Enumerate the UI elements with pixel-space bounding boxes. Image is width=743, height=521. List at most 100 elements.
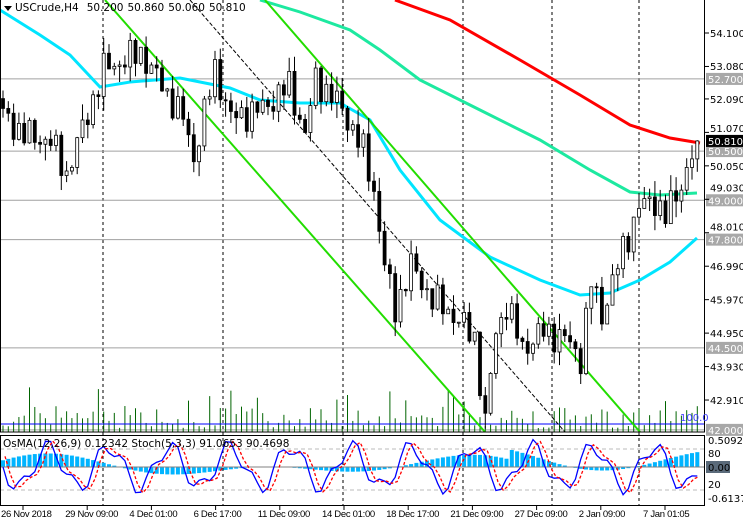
osma-bar [584,467,588,470]
osma-bar [234,467,239,469]
osma-bar [658,460,663,467]
candle-body [191,134,196,163]
osma-bar [101,462,106,467]
candle-body [154,64,159,69]
candle-body [653,196,657,216]
candle-body [520,337,525,342]
candle-body [509,303,514,320]
candle-body [594,286,599,289]
osma-bar [96,461,101,467]
candle-body [647,196,652,199]
osma-bar [377,467,382,470]
price-tick-label: 51.070 [710,124,743,135]
candle-body [96,94,101,97]
candle-body [425,288,429,291]
osma-bar [440,457,445,467]
moving-average-cyan [0,8,698,297]
osma-bar [626,467,631,469]
candle-body [377,191,382,232]
time-label: 27 Dec 09:00 [515,509,568,520]
candle-body [684,167,689,191]
osma-bar [382,467,387,470]
osma-bar [451,455,456,467]
candle-body [435,284,440,310]
osma-bar [197,467,202,474]
osma-bar [462,454,467,467]
candle-body [22,122,27,144]
candle-body [6,108,11,114]
osma-bar [684,454,689,467]
candle-body [43,138,48,145]
time-label: 14 Dec 01:00 [322,509,375,520]
candle-body [695,140,700,160]
osma-min-label: -0.61374 [708,494,743,505]
candle-body [478,331,482,397]
candle-body [626,236,631,253]
osma-bar [493,456,498,467]
level-badge [706,72,743,85]
level-label: 50.500 [708,147,743,158]
candle-body [451,308,456,323]
time-label: 18 Dec 17:00 [386,509,439,520]
candle-body [340,90,345,109]
osma-bar [218,467,223,471]
candle-body [85,119,90,125]
osma-bar [356,467,361,472]
osma-bar [213,467,217,472]
main-frame [0,0,705,433]
osma-bar [160,467,164,475]
candle-body [642,198,647,209]
candle-body [499,317,504,335]
osma-bar [435,458,440,467]
osma-bar [91,460,96,467]
candle-body [297,114,302,120]
candle-body [308,105,313,133]
candle-body [181,96,186,120]
osma-bar [59,454,64,467]
osma-bar [446,456,451,467]
candle-body [663,200,668,225]
osma-bar [425,460,429,467]
price-tick-label: 46.990 [710,262,743,273]
osma-bar [138,467,143,472]
osma-bar [414,462,419,467]
time-label: 2 Jan 09:00 [579,509,625,520]
volume-level-label: 100.0 [680,413,709,424]
level-badge [706,145,743,158]
candle-body [600,286,604,325]
level-badge [706,423,743,436]
candle-body [361,133,366,148]
candle-body [637,207,641,218]
osma-bar [32,454,37,467]
osma-bar [456,455,461,467]
osma-bar [483,455,488,467]
level-badge [706,233,743,246]
osma-bar [578,467,583,469]
osma-bar [652,462,657,467]
candle-body [287,70,292,96]
candle-body [16,122,21,140]
candle-body [281,84,286,96]
osma-bar [340,467,345,472]
osma-bar [38,453,43,467]
candle-body [117,64,122,67]
candle-body [568,335,572,343]
osma-bar [520,452,525,467]
osma-bar [350,467,355,472]
osma-bar [334,467,339,472]
osma-bar [387,467,392,469]
time-label: 26 Nov 2018 [1,509,52,520]
candle-body [515,303,519,339]
trend-line-mid [189,0,566,433]
candle-body [218,59,223,101]
candle-body [54,134,58,146]
moving-average-teal [259,0,698,197]
osma-bar [599,467,604,471]
osma-zero-label: 0.00 [708,463,730,474]
dropdown-arrow-icon[interactable] [4,6,12,11]
candle-body [101,52,106,97]
indicator-frame [0,435,705,506]
candle-body [64,170,69,176]
